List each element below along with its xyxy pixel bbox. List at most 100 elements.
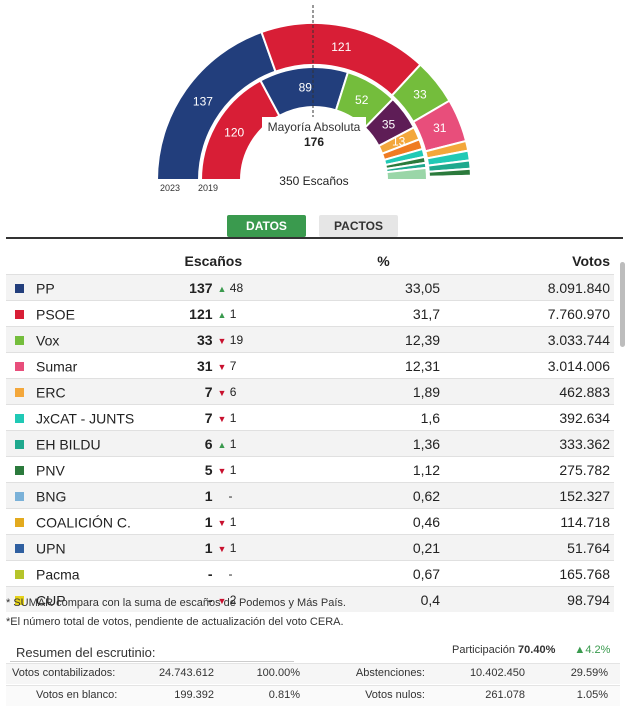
seats-change-value: 1 [229,462,237,477]
party-color-swatch [15,413,24,423]
arrow-up-icon: ▲ [217,309,227,320]
scrollbar[interactable] [620,262,625,347]
summary-l2: Abstenciones: [355,667,425,679]
votes-value: 3.014.006 [441,352,614,379]
summary-p1: 0.81% [268,689,300,701]
table-row[interactable]: BNG 1- 0,62 152.327 [6,482,614,509]
party-cell: BNG [6,482,163,509]
seat-value-label-2023: 33 [413,88,427,102]
summary-v2: 261.078 [485,689,525,701]
summary-p1: 100.00% [256,667,300,679]
arrow-up-icon: ▲ [217,283,227,294]
seats-value: 5 [162,456,217,483]
seats-value: 33 [162,326,217,353]
seats-value: 6 [162,430,217,457]
seat-arc-2019-otros[interactable] [385,166,429,181]
party-name: Vox [36,332,60,349]
arrow-down-icon: ▼ [217,517,227,528]
seats-value: 1 [162,482,217,509]
seats-change: - [216,482,267,509]
party-name: JxCAT - JUNTS [36,410,135,427]
summary-v1: 24.743.612 [158,667,214,679]
pct-value: 0,62 [266,482,442,509]
seats-value: 7 [162,404,217,431]
tab-datos[interactable]: DATOS [227,215,306,237]
seats-change-value: 6 [229,384,237,399]
participation-value: 70.40% [518,644,556,656]
seats-value: 121 [162,300,217,327]
summary-l1: Votos contabilizados: [12,667,116,679]
seats-change-value: 1 [229,410,237,425]
party-color-swatch [15,595,24,605]
party-cell: PSOE [6,300,163,327]
seat-value-label-2019: 89 [299,80,313,94]
table-row[interactable]: PSOE 121 ▲ 1 31,7 7.760.970 [6,300,614,327]
seats-value: 1 [162,534,217,561]
table-row[interactable]: Sumar 31 ▼ 7 12,31 3.014.006 [6,352,614,379]
seats-change-value: - [228,566,233,581]
summary-p2: 29.59% [570,667,608,679]
pct-value: 0,67 [266,560,442,587]
votes-value: 51.764 [441,534,614,561]
table-row[interactable]: UPN 1 ▼ 1 0,21 51.764 [6,534,614,561]
votes-value: 462.883 [441,378,614,405]
note-cera: *El número total de votos, pendiente de … [6,616,344,628]
table-row[interactable]: EH BILDU 6 ▲ 1 1,36 333.362 [6,430,614,457]
pct-value: 0,4 [266,586,442,612]
party-cell: PP [6,274,163,301]
pct-value: 1,36 [266,430,442,457]
table-header-row: Escaños % Votos [6,248,614,275]
table-row[interactable]: Vox 33 ▼ 19 12,39 3.033.744 [6,326,614,353]
seats-value: 7 [162,378,217,405]
summary-p2: 1.05% [576,689,608,701]
seats-change-value: 1 [229,436,237,451]
party-cell: EH BILDU [6,430,163,457]
arrow-down-icon: ▼ [217,595,227,606]
table-row[interactable]: CUP - ▼ 2 0,4 98.794 [6,586,614,612]
table-row[interactable]: PP 137 ▲ 48 33,05 8.091.840 [6,274,614,301]
seat-value-label-2023: 137 [193,95,213,109]
party-color-swatch [15,439,24,449]
results-rows: PP 137 ▲ 48 33,05 8.091.840 PSOE 121 ▲ 1 31,7 7.7… [6,274,614,612]
seats-change-value: - [228,488,233,503]
votes-column-header: Votos [572,253,610,269]
table-top-border [6,237,623,239]
table-row[interactable]: Pacma - - 0,67 165.768 [6,560,614,587]
seat-arc-2023-upn[interactable] [427,177,473,181]
party-name: UPN [36,540,66,557]
party-name: EH BILDU [36,436,101,453]
pct-value: 33,05 [266,274,442,301]
seats-change-value: 1 [229,306,237,321]
seat-value-label-2023: 31 [433,121,447,135]
party-name: PP [36,280,55,297]
seat-value-label-2019: 35 [382,117,396,131]
party-color-swatch [15,517,24,527]
party-column-header [6,248,163,275]
seats-change-value: 1 [229,514,237,529]
majority-label-bg [262,117,366,153]
majority-label: Mayoría Absoluta [268,120,361,134]
votes-value: 152.327 [441,482,614,509]
party-name: BNG [36,488,67,505]
tab-pactos[interactable]: PACTOS [319,215,398,237]
seats-value: 31 [162,352,217,379]
seat-value-label-2019: 120 [224,125,244,139]
seats-change: ▼ 6 [216,378,267,405]
seats-value: 1 [162,508,217,535]
seats-change: ▲ 1 [216,300,267,327]
summary-title: Resumen del escrutinio: [16,645,156,660]
arrow-down-icon: ▼ [217,387,227,398]
table-row[interactable]: ERC 7 ▼ 6 1,89 462.883 [6,378,614,405]
party-color-swatch [15,543,24,553]
party-color-swatch [15,283,24,293]
seats-change: - [216,560,267,587]
seats-value: - [162,560,217,587]
table-row[interactable]: JxCAT - JUNTS 7 ▼ 1 1,6 392.634 [6,404,614,431]
table-row[interactable]: COALICIÓN C. 1 ▼ 1 0,46 114.718 [6,508,614,535]
party-color-swatch [15,387,24,397]
table-row[interactable]: PNV 5 ▼ 1 1,12 275.782 [6,456,614,483]
party-name: PNV [36,462,65,479]
votes-value: 3.033.744 [441,326,614,353]
party-cell: PNV [6,456,163,483]
seats-change: ▲ 1 [216,430,267,457]
